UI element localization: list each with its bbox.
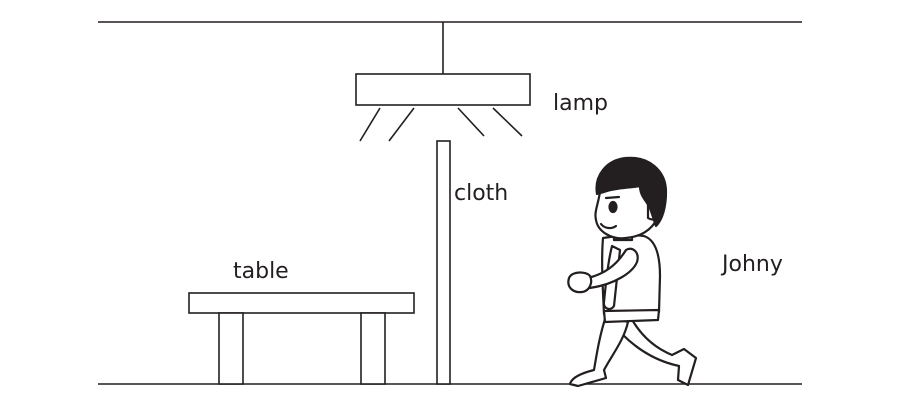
lamp-body xyxy=(355,73,531,106)
lamp xyxy=(355,22,531,142)
johny-hair xyxy=(595,156,668,228)
table-leg-right xyxy=(360,312,386,385)
lamp-label: lamp xyxy=(553,91,608,116)
johny-figure xyxy=(567,156,698,388)
johny-back-leg xyxy=(620,314,698,387)
johny-front-arm xyxy=(586,247,639,290)
lamp-light-rays xyxy=(359,107,523,142)
johny-fist xyxy=(567,271,593,294)
johny-label: Johny xyxy=(722,252,783,277)
table xyxy=(188,292,415,385)
johny-belt xyxy=(602,308,661,324)
cloth xyxy=(436,140,451,385)
johny-mouth xyxy=(599,222,618,230)
johny-front-leg xyxy=(568,314,630,388)
table-leg-left xyxy=(218,312,244,385)
cloth-label: cloth xyxy=(454,181,509,206)
table-top xyxy=(188,292,415,314)
table-label: table xyxy=(233,259,289,284)
johny-eyebrow xyxy=(604,195,621,200)
johny-eye xyxy=(608,200,618,214)
